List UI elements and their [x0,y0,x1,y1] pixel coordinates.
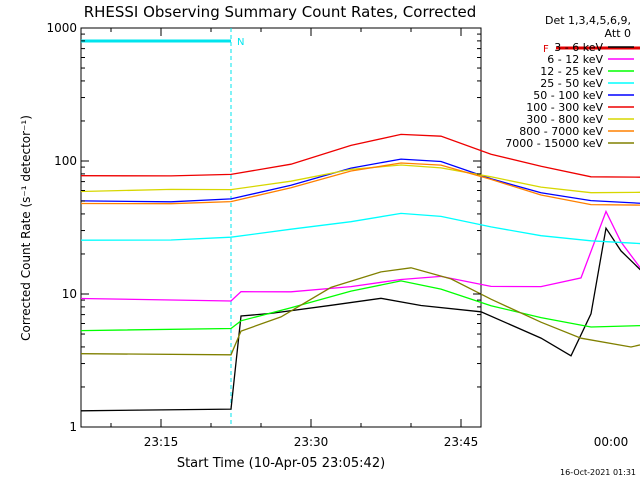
x-tick-label: 23:45 [444,435,479,449]
x-tick-label: 00:00 [594,435,629,449]
legend-label: 12 - 25 keV [540,65,603,78]
legend-label: 100 - 300 keV [526,101,603,114]
plot-area [80,27,482,428]
legend-label: 800 - 7000 keV [519,125,603,138]
chart-title: RHESSI Observing Summary Count Rates, Co… [84,3,477,21]
series-line-5 [80,133,640,178]
legend-label: 300 - 800 keV [526,113,603,126]
legend-header-attenuator: Att 0 [605,27,631,40]
series-line-6 [80,164,640,194]
y-axis-label: Corrected Count Rate (s⁻¹ detector⁻¹) [19,115,33,341]
legend-label: 7000 - 15000 keV [505,137,603,150]
y-tick-label: 100 [54,154,77,168]
legend-label: 3 - 6 keV [554,41,603,54]
y-tick-label: 1 [69,420,77,434]
y-tick-label: 10 [62,287,77,301]
series-line-8 [80,267,640,356]
legend-label: 50 - 100 keV [533,89,603,102]
flare-label: F [543,44,549,55]
plot-marks: NF [80,28,640,427]
series-line-4 [80,158,640,204]
x-tick-label: 23:30 [294,435,329,449]
legend-label: 6 - 12 keV [547,53,603,66]
legend-label: 25 - 50 keV [540,77,603,90]
series-line-3 [80,212,640,245]
x-axis-label: Start Time (10-Apr-05 23:05:42) [177,456,385,471]
series-line-2 [80,280,640,332]
x-tick-label: 23:15 [144,435,179,449]
legend-header-detectors: Det 1,3,4,5,6,9, [545,14,631,27]
series-line-7 [80,162,640,206]
y-axis: 1 10 100 1000 [46,21,481,434]
series-line-0 [80,226,640,412]
timestamp: 16-Oct-2021 01:31 [560,468,636,477]
y-tick-label: 1000 [46,21,77,35]
night-label: N [237,37,244,48]
series-line-1 [80,209,640,302]
